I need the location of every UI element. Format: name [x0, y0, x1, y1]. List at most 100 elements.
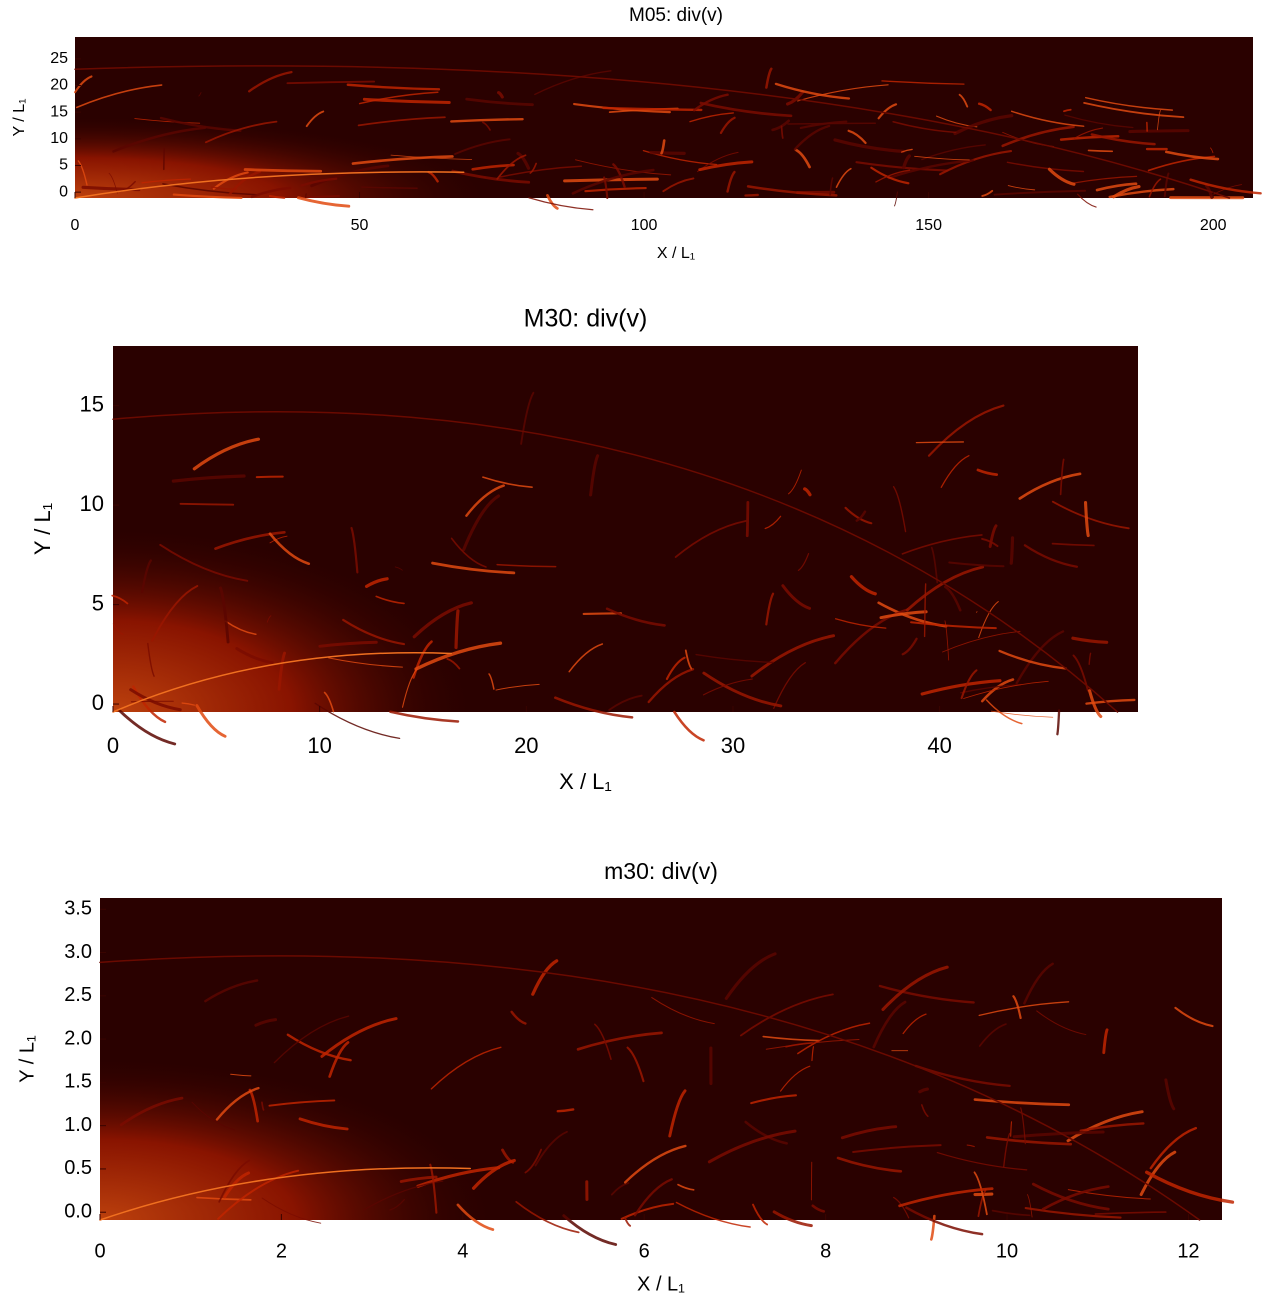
shock-streak — [1148, 178, 1162, 198]
shock-streak — [1189, 178, 1262, 195]
shock-streak — [314, 702, 401, 740]
shock-streak — [901, 637, 918, 656]
shock-streak — [496, 154, 527, 180]
shock-streak — [787, 122, 877, 125]
shock-streak — [510, 1010, 527, 1025]
shock-streak — [235, 647, 274, 665]
shock-streak — [1087, 149, 1114, 153]
shock-streak — [215, 1086, 260, 1121]
shock-streak — [902, 154, 912, 170]
x-tick-label: 0 — [94, 1240, 105, 1262]
shock-streak — [1051, 542, 1095, 547]
shock-streak — [1006, 161, 1085, 173]
shock-streak — [695, 653, 775, 664]
shock-streak — [594, 1023, 612, 1060]
shock-streak — [744, 193, 759, 197]
y-axis-label: Y / L₁ — [11, 98, 28, 136]
shock-streak — [516, 151, 531, 170]
field-structure — [111, 391, 1136, 746]
shock-streak — [981, 189, 994, 197]
shock-streak — [77, 160, 88, 186]
shock-streak — [1047, 167, 1076, 186]
y-tick-label: 2.5 — [64, 984, 92, 1006]
shock-streak — [930, 546, 939, 584]
shock-streak — [401, 668, 418, 708]
shock-streak — [446, 657, 461, 670]
shock-streak — [132, 685, 167, 724]
y-tick-label: 15 — [50, 103, 68, 120]
shock-streak — [834, 608, 909, 665]
y-tick-label: 0.5 — [64, 1157, 92, 1179]
shock-streak — [556, 1108, 575, 1113]
shock-streak — [119, 1096, 184, 1127]
shock-streak — [675, 1201, 751, 1228]
shock-streak — [608, 694, 643, 711]
shock-streak — [879, 610, 928, 620]
shock-streak — [892, 121, 957, 134]
shock-streak — [765, 1039, 860, 1050]
shock-streak — [298, 1117, 349, 1131]
x-tick-label: 30 — [721, 733, 745, 758]
shock-streak — [765, 67, 773, 89]
shock-streak — [179, 502, 235, 506]
shock-streak — [1012, 1130, 1105, 1139]
shock-streak — [877, 103, 898, 120]
shock-streak — [224, 620, 257, 636]
shock-streak — [192, 437, 261, 471]
shock-streak — [191, 1101, 236, 1131]
shock-streak — [724, 952, 777, 1000]
shock-streak — [524, 1148, 543, 1174]
shock-streak — [1083, 500, 1090, 538]
shock-streak — [746, 185, 838, 197]
shock-streak — [181, 702, 196, 706]
shock-streak — [978, 601, 999, 639]
shock-streak — [1010, 1121, 1013, 1137]
shock-streak — [351, 155, 454, 165]
shock-streak — [878, 984, 975, 1004]
shock-streak — [750, 634, 836, 678]
shock-streak — [1090, 133, 1156, 146]
shock-streak — [1015, 630, 1065, 685]
shock-streak — [454, 138, 511, 156]
shock-streak — [254, 1018, 278, 1027]
shock-streak — [963, 680, 1049, 699]
shock-streak — [465, 484, 505, 517]
shock-streak — [465, 97, 534, 107]
shock-streak — [840, 1125, 898, 1140]
shock-streak — [534, 70, 612, 96]
shock-streak — [958, 93, 969, 108]
shock-streak — [296, 196, 351, 208]
shock-streak — [973, 1098, 1071, 1107]
shock-streak — [1145, 1170, 1235, 1204]
shock-streak — [610, 1182, 630, 1196]
shock-streak — [668, 1089, 687, 1138]
shock-streak — [568, 643, 604, 673]
shock-streak — [261, 1101, 265, 1111]
shock-streak — [328, 657, 403, 668]
shock-streak — [677, 1183, 695, 1191]
shock-streak — [660, 139, 666, 155]
shock-streak — [362, 97, 451, 104]
shock-streak — [1020, 1107, 1026, 1145]
shock-streak — [528, 197, 594, 211]
shock-streak — [328, 1041, 350, 1078]
shock-streak — [218, 1159, 251, 1203]
x-tick-label: 100 — [631, 217, 658, 234]
shock-streak — [495, 683, 540, 691]
shock-streak — [1157, 109, 1161, 131]
shock-streak — [576, 1031, 663, 1051]
shock-streak — [797, 84, 889, 102]
shock-streak — [651, 997, 715, 1025]
shock-streak — [960, 669, 978, 700]
shock-streak — [74, 75, 93, 94]
x-tick-label: 8 — [820, 1240, 831, 1262]
shock-streak — [1063, 108, 1072, 113]
shock-streak — [978, 1001, 1070, 1017]
shock-streak — [834, 618, 887, 629]
shock-streak — [920, 679, 1002, 696]
shock-streak — [973, 1171, 988, 1216]
shock-streak — [323, 691, 335, 713]
shock-streak — [978, 1023, 1007, 1047]
shock-streak — [1085, 698, 1136, 705]
